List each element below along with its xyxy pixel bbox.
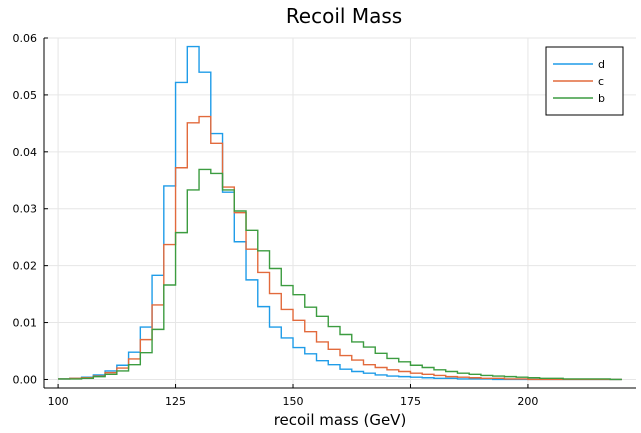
- x-tick-label: 175: [400, 395, 421, 408]
- legend-label-b: b: [598, 92, 605, 105]
- y-tick-label: 0.05: [13, 89, 38, 102]
- legend: dcb: [545, 46, 624, 116]
- x-tick-label: 125: [165, 395, 186, 408]
- x-tick-label: 150: [283, 395, 304, 408]
- series-line-b: [58, 168, 622, 381]
- grid: [44, 37, 636, 388]
- legend-label-c: c: [598, 75, 604, 88]
- y-tick-label: 0.01: [13, 317, 38, 330]
- y-tick-label: 0.00: [13, 373, 38, 386]
- y-tick-label: 0.04: [13, 146, 38, 159]
- series-line-d: [58, 45, 622, 381]
- x-tick-label: 100: [48, 395, 69, 408]
- y-tick-label: 0.02: [13, 260, 38, 273]
- y-tick-label: 0.03: [13, 203, 38, 216]
- legend-label-d: d: [598, 58, 605, 71]
- x-axis-label: recoil mass (GeV): [274, 411, 407, 429]
- axes: [43, 37, 636, 389]
- series-line-c: [58, 115, 622, 381]
- x-tick-label: 200: [517, 395, 538, 408]
- chart-title: Recoil Mass: [286, 4, 402, 28]
- y-tick-label: 0.06: [13, 32, 38, 45]
- series-layer: [58, 45, 622, 381]
- tick-labels: 100 125 150 175 200 0.00 0.01 0.02 0.03 0.04 0.05 0…: [13, 32, 539, 408]
